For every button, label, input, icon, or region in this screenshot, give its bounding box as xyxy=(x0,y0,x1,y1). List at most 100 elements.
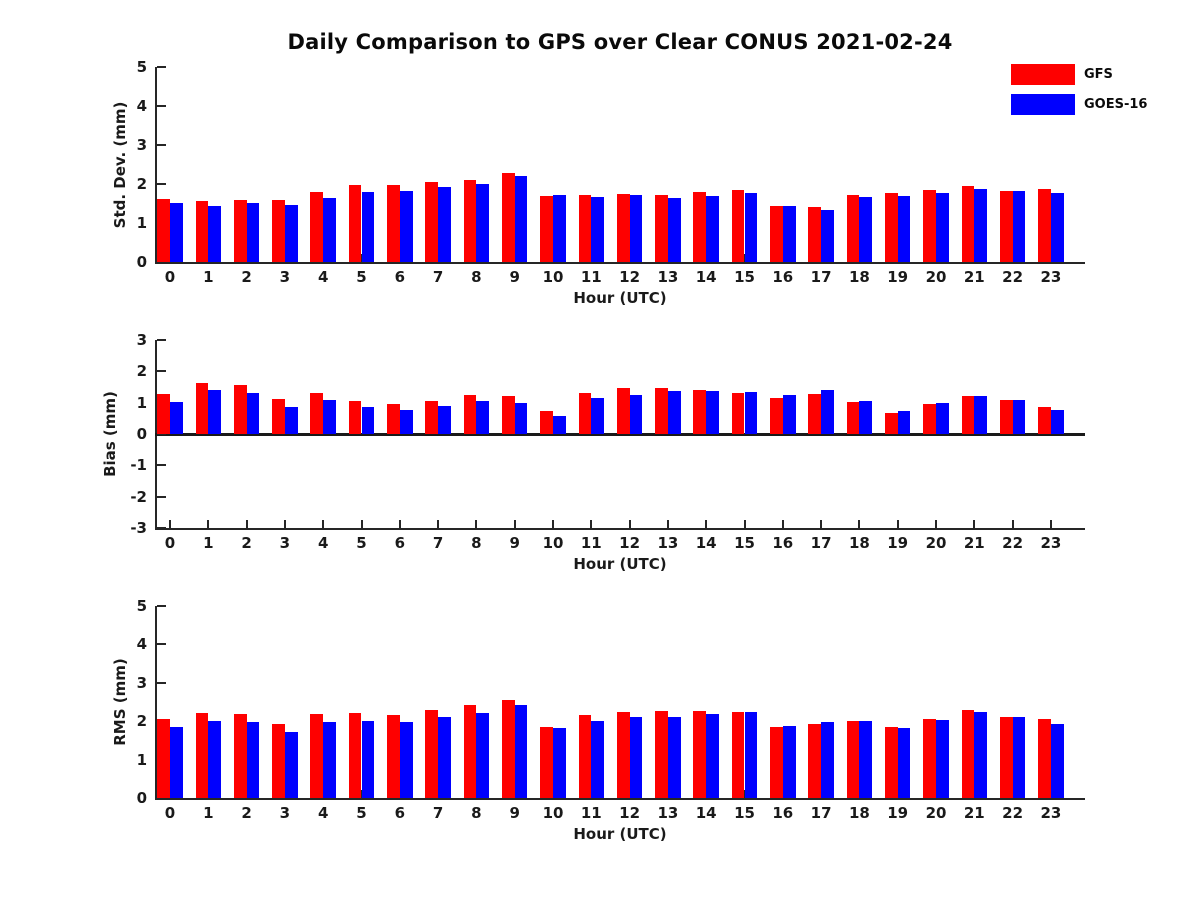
bar-goes16-hour-0 xyxy=(170,203,183,262)
x-tick-label: 1 xyxy=(203,804,214,822)
bar-goes16-hour-15 xyxy=(744,392,758,434)
bar-goes16-hour-8 xyxy=(476,184,490,262)
y-tick-mark xyxy=(157,681,166,684)
x-axis-spine xyxy=(155,528,1085,530)
legend-item-goes16: GOES-16 xyxy=(1011,93,1147,115)
y-tick-mark xyxy=(157,495,166,498)
bar-gfs-hour-12 xyxy=(616,388,630,434)
bar-gfs-hour-22 xyxy=(999,716,1013,798)
bar-goes16-hour-10 xyxy=(553,194,566,262)
bar-goes16-hour-2 xyxy=(246,392,260,434)
x-tick-label: 10 xyxy=(542,268,564,286)
bar-goes16-hour-23 xyxy=(1050,192,1064,262)
bar-goes16-hour-22 xyxy=(1012,400,1026,434)
x-tick-label: 2 xyxy=(241,804,252,822)
bar-gfs-hour-9 xyxy=(501,173,515,262)
gfs-color-swatch xyxy=(1011,63,1075,85)
bar-gfs-hour-18 xyxy=(846,402,860,434)
y-tick-label: 5 xyxy=(136,597,147,615)
x-tick-label: 21 xyxy=(963,534,985,552)
x-tick-label: 14 xyxy=(695,268,717,286)
bar-gfs-hour-7 xyxy=(425,709,439,798)
y-tick-mark xyxy=(157,797,166,799)
x-tick-label: 19 xyxy=(887,804,909,822)
bar-goes16-hour-12 xyxy=(629,394,643,434)
bar-gfs-hour-17 xyxy=(808,724,822,798)
x-tick-label: 11 xyxy=(580,268,602,286)
y-tick-mark xyxy=(157,643,166,646)
bar-gfs-hour-2 xyxy=(233,713,247,798)
y-tick-label: 1 xyxy=(136,214,147,232)
x-tick-label: 10 xyxy=(542,804,564,822)
bar-gfs-hour-21 xyxy=(961,396,975,434)
x-tick-mark xyxy=(935,520,937,528)
y-tick-label: 3 xyxy=(136,331,147,349)
bar-gfs-hour-14 xyxy=(693,711,707,798)
bar-goes16-hour-18 xyxy=(859,197,873,262)
bar-goes16-hour-13 xyxy=(667,391,681,434)
x-tick-label: 16 xyxy=(772,534,794,552)
x-tick-label: 2 xyxy=(241,268,252,286)
y-tick-label: 1 xyxy=(136,750,147,769)
x-tick-label: 21 xyxy=(963,268,985,286)
bar-gfs-hour-1 xyxy=(195,383,209,434)
x-tick-mark xyxy=(628,520,631,528)
x-tick-label: 7 xyxy=(432,534,444,552)
bar-goes16-hour-10 xyxy=(553,728,566,798)
x-tick-label: 12 xyxy=(619,534,641,552)
x-tick-label: 13 xyxy=(657,534,679,552)
bar-gfs-hour-18 xyxy=(846,721,860,798)
bar-goes16-hour-2 xyxy=(246,721,260,798)
x-tick-mark xyxy=(1011,520,1014,528)
x-tick-label: 1 xyxy=(203,268,214,286)
bar-goes16-hour-5 xyxy=(361,407,375,434)
bar-goes16-hour-17 xyxy=(821,389,834,434)
x-tick-label: 7 xyxy=(432,804,444,822)
bar-gfs-hour-13 xyxy=(655,194,668,262)
bar-goes16-hour-23 xyxy=(1050,409,1064,434)
bar-goes16-hour-4 xyxy=(323,722,336,798)
y-tick-label: -3 xyxy=(130,519,147,537)
y-tick-mark xyxy=(157,433,166,435)
bar-gfs-hour-16 xyxy=(770,727,783,798)
bar-gfs-hour-4 xyxy=(310,393,324,434)
bar-gfs-hour-19 xyxy=(884,726,898,798)
bar-gfs-hour-4 xyxy=(310,713,324,798)
bar-goes16-hour-17 xyxy=(821,721,834,798)
bar-goes16-hour-3 xyxy=(284,406,298,434)
bar-gfs-hour-11 xyxy=(578,194,592,262)
legend-label-gfs: GFS xyxy=(1084,66,1113,82)
bar-gfs-hour-15 xyxy=(731,711,745,798)
x-tick-label: 18 xyxy=(848,804,870,822)
bar-goes16-hour-14 xyxy=(706,714,719,798)
x-tick-label: 19 xyxy=(887,534,909,552)
x-tick-label: 22 xyxy=(1002,534,1024,552)
bar-gfs-hour-14 xyxy=(693,191,707,262)
std-dev-y-axis-label: Std. Dev. (mm) xyxy=(111,101,129,228)
x-tick-label: 20 xyxy=(925,268,947,286)
bar-goes16-hour-21 xyxy=(974,189,988,262)
y-tick-mark xyxy=(157,66,166,68)
x-tick-label: 0 xyxy=(164,534,176,552)
x-tick-label: 14 xyxy=(695,534,717,552)
bar-goes16-hour-9 xyxy=(514,175,528,262)
x-tick-label: 23 xyxy=(1040,268,1062,286)
x-tick-mark xyxy=(896,520,899,528)
bar-goes16-hour-22 xyxy=(1012,716,1026,798)
bar-goes16-hour-1 xyxy=(208,205,222,262)
x-tick-label: 10 xyxy=(542,534,564,552)
bar-goes16-hour-21 xyxy=(974,396,988,434)
bar-gfs-hour-23 xyxy=(1038,189,1051,262)
x-tick-mark xyxy=(207,520,210,528)
legend-label-goes16: GOES-16 xyxy=(1084,96,1148,112)
bar-goes16-hour-7 xyxy=(438,716,451,798)
bar-gfs-hour-5 xyxy=(348,185,362,262)
bar-goes16-hour-16 xyxy=(782,395,796,434)
y-tick-label: 2 xyxy=(136,362,147,381)
bar-goes16-hour-17 xyxy=(821,209,834,262)
bar-goes16-hour-1 xyxy=(208,721,222,798)
goes16-color-swatch xyxy=(1011,93,1075,115)
bar-goes16-hour-23 xyxy=(1050,724,1064,798)
y-tick-label: 0 xyxy=(136,253,147,271)
